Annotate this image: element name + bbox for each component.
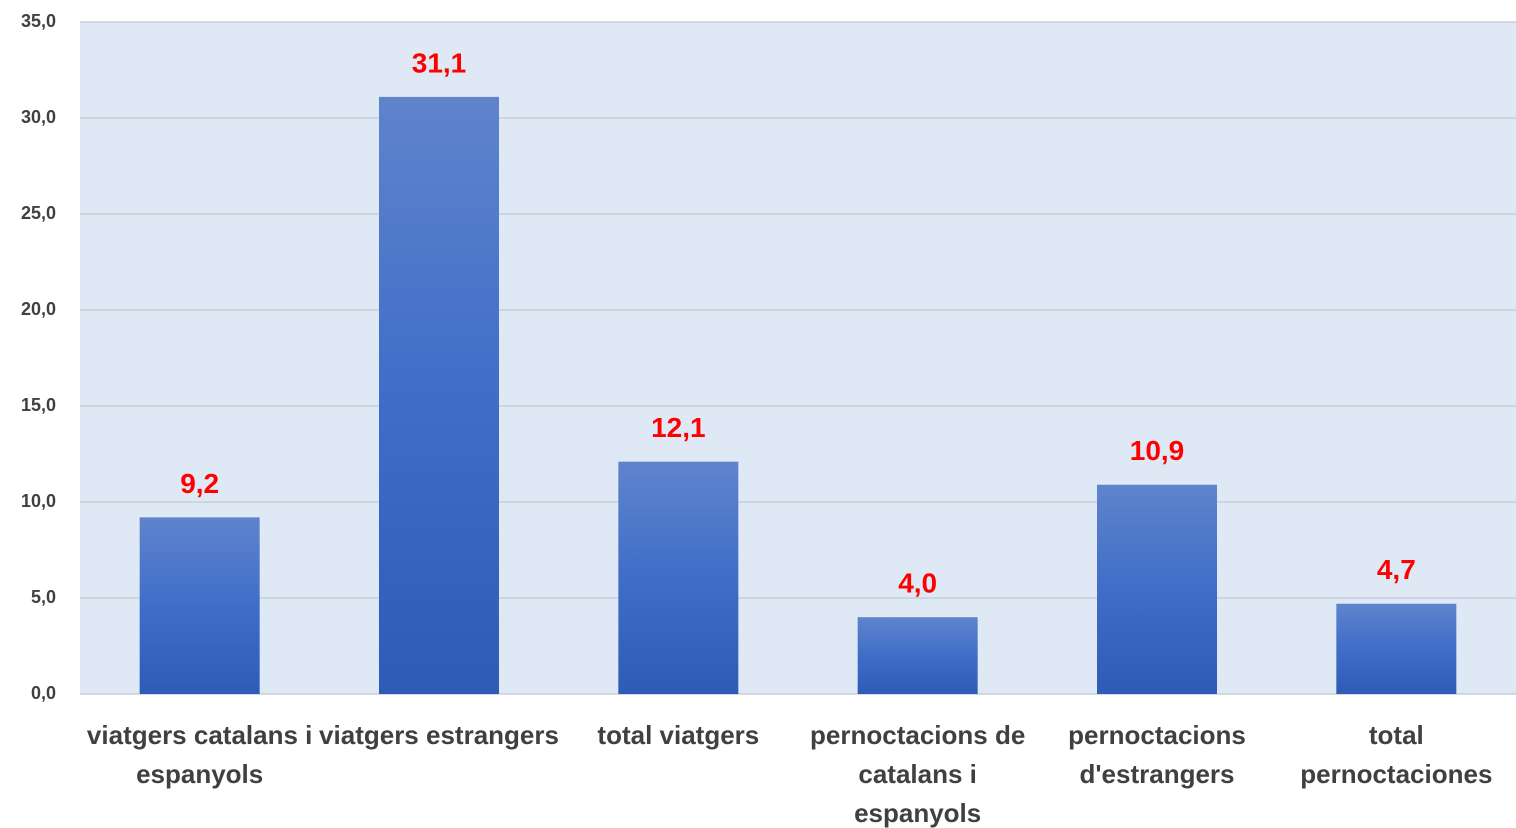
y-tick-label: 15,0: [21, 395, 56, 415]
y-tick-label: 5,0: [31, 587, 56, 607]
y-tick-label: 10,0: [21, 491, 56, 511]
value-label: 4,0: [898, 568, 937, 599]
bar: [1097, 484, 1217, 694]
x-tick-label: pernoctacions d'estrangers: [1068, 720, 1246, 789]
bar: [379, 96, 499, 694]
value-label: 31,1: [412, 47, 467, 78]
y-tick-label: 20,0: [21, 299, 56, 319]
plot-area: [80, 22, 1516, 694]
y-tick-label: 35,0: [21, 11, 56, 31]
x-tick-label: total pernoctaciones: [1300, 720, 1493, 789]
x-tick-label: viatgers estrangers: [319, 720, 559, 750]
bar: [618, 461, 739, 694]
value-label: 4,7: [1377, 554, 1416, 585]
y-tick-label: 0,0: [31, 683, 56, 703]
x-tick-label: total viatgers: [597, 720, 760, 750]
value-label: 12,1: [651, 412, 706, 443]
y-tick-label: 30,0: [21, 107, 56, 127]
value-label: 9,2: [180, 468, 219, 499]
x-tick-label: viatgers catalans i espanyols: [86, 720, 313, 789]
bar: [1336, 603, 1457, 694]
x-tick-label: pernoctacions de catalans i espanyols: [810, 720, 1026, 828]
value-label: 10,9: [1130, 435, 1185, 466]
bar: [857, 617, 978, 694]
bar: [139, 517, 260, 694]
y-tick-label: 25,0: [21, 203, 56, 223]
